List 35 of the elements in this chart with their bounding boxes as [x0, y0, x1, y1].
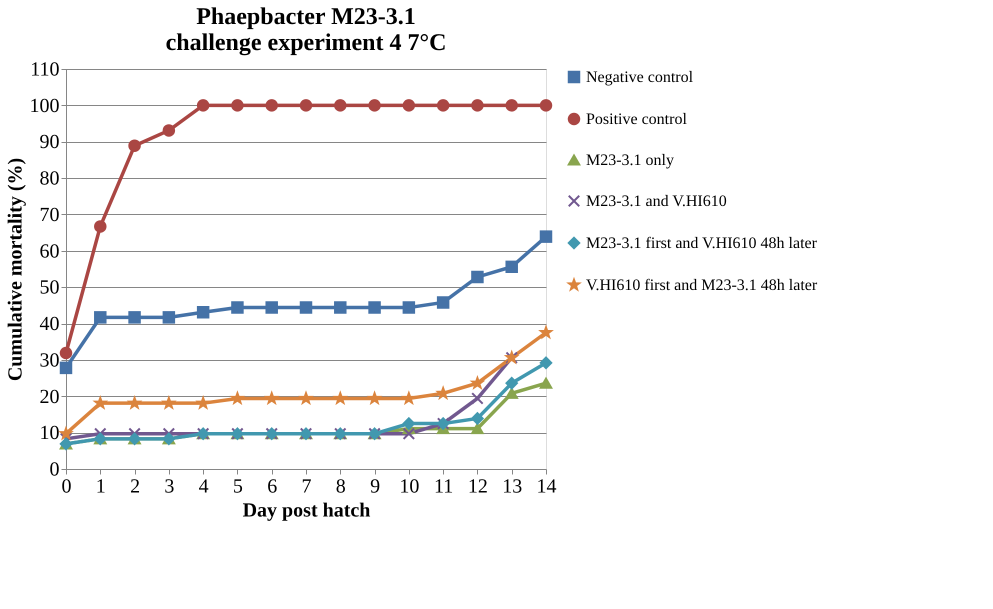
x-axis-title: Day post hatch: [242, 500, 370, 522]
x-tick-label: 4: [198, 476, 209, 498]
y-axis-title: Cumulative mortality (%): [4, 158, 26, 382]
y-tick-label: 50: [40, 276, 60, 299]
x-tick-label: 3: [164, 476, 174, 498]
y-tick-label: 80: [40, 168, 60, 190]
x-tick-label: 5: [232, 476, 243, 498]
y-tick-label: 30: [40, 349, 60, 372]
legend-label: V.HI610 first and M23-3.1 48h later: [586, 277, 818, 294]
legend-label: M23-3.1 and V.HI610: [586, 193, 727, 210]
x-tick-label: 6: [267, 476, 278, 498]
y-tick-label: 60: [40, 240, 60, 262]
y-tick-label: 100: [30, 94, 60, 117]
x-tick-label: 9: [370, 476, 380, 498]
y-tick-label: 0: [50, 458, 60, 480]
x-tick-label: 14: [536, 476, 556, 498]
y-tick-label: 10: [40, 422, 60, 444]
x-tick-label: 8: [336, 476, 346, 498]
x-tick-label: 10: [399, 476, 420, 498]
y-tick-label: 70: [40, 204, 60, 226]
y-tick-label: 110: [30, 58, 60, 80]
legend-label: M23-3.1 only: [586, 152, 674, 169]
x-tick-label: 12: [468, 476, 488, 498]
x-tick-label: 13: [502, 476, 522, 498]
y-tick-label: 20: [40, 386, 60, 408]
y-tick-label: 40: [40, 313, 60, 336]
x-tick-label: 11: [434, 476, 454, 498]
y-tick-label: 90: [40, 131, 60, 154]
legend-label: Positive control: [586, 111, 688, 128]
x-tick-label: 2: [130, 476, 140, 498]
legend-label: M23-3.1 first and V.HI610 48h later: [586, 235, 818, 252]
legend-label: Negative control: [586, 69, 694, 86]
chart-title: Phaepbacter M23-3.1 challenge experiment 4 7°C: [166, 4, 446, 56]
x-tick-label: 7: [302, 476, 312, 498]
x-tick-label: 1: [96, 476, 106, 498]
